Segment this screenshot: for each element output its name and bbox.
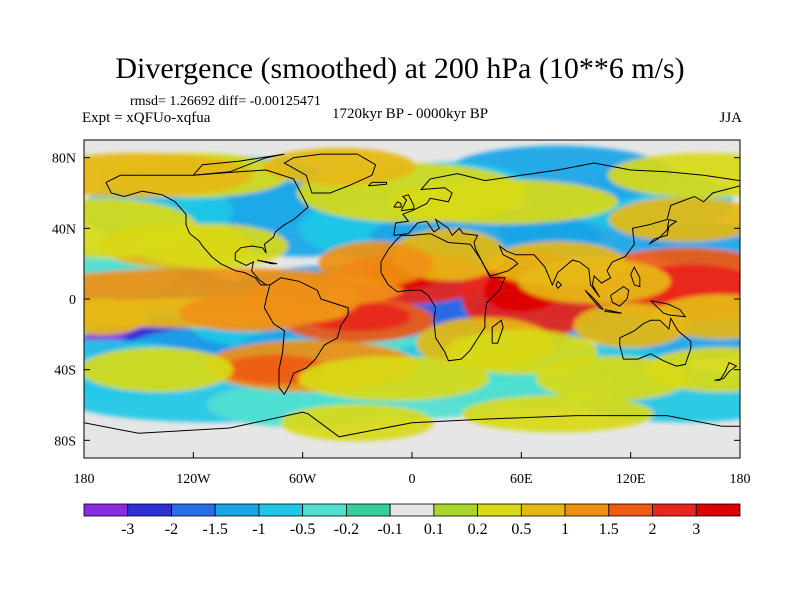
field-patch: [608, 197, 740, 242]
colorbar-label: -0.5: [290, 521, 315, 538]
x-tick-label: 120E: [616, 472, 646, 487]
colorbar-swatch: [695, 503, 741, 517]
coastline: [393, 162, 740, 298]
colorbar-label: 1.5: [599, 521, 619, 538]
coastline: [584, 289, 604, 311]
x-tick-label: 120W: [176, 472, 211, 487]
colorbar-label: -1: [252, 521, 265, 538]
field-patch: [84, 298, 149, 336]
colorbar-swatch: [345, 503, 391, 517]
field-patch: [318, 241, 433, 286]
field-patch: [135, 223, 289, 269]
field-patch: [488, 241, 627, 286]
coastline: [283, 153, 377, 194]
colorbar: -3 -2 -1.5 -1 -0.5 -0.2 -0.1 0.1 0.2 0.5 1 1.5 2 3: [83, 503, 741, 538]
field-patch: [652, 294, 740, 339]
colorbar-label: -1.5: [203, 521, 228, 538]
colorbar-swatch: [389, 503, 435, 517]
coastline: [604, 309, 622, 314]
field-patch: [298, 356, 490, 401]
field-patch: [462, 395, 654, 433]
colorbar-label: 2: [649, 521, 657, 538]
coastline: [367, 181, 387, 187]
field-patch: [280, 404, 434, 442]
colorbar-swatch: [608, 503, 653, 517]
coastline: [192, 153, 285, 176]
y-tick-label: 40S: [54, 364, 76, 379]
coastlines: [84, 153, 740, 438]
field-patch: [84, 347, 234, 392]
colorbar-label: 3: [692, 521, 700, 538]
colorbar-label: 1: [561, 521, 569, 538]
field-patch: [245, 276, 361, 322]
y-tick-label: 40N: [52, 222, 76, 237]
x-tick-label: 180: [74, 472, 95, 487]
colorbar-label: 0.1: [424, 521, 444, 538]
colorbar-swatch: [83, 503, 129, 517]
coastline: [393, 201, 402, 208]
y-tick-label: 80N: [52, 152, 76, 167]
x-tick-label: 60E: [510, 472, 533, 487]
coastline: [84, 411, 740, 438]
coastline: [380, 233, 506, 362]
coastline: [714, 361, 738, 381]
coastline: [400, 194, 415, 212]
y-axis: 80S 40S 0 40N 80N: [52, 152, 740, 449]
season-label: JJA: [719, 110, 742, 126]
colorbar-label: -0.2: [334, 521, 359, 538]
x-tick-label: 60W: [289, 472, 317, 487]
colorbar-swatch: [127, 503, 172, 517]
colorbar-label: 0.5: [511, 521, 531, 538]
field-patch: [444, 329, 598, 375]
field-patch: [645, 347, 740, 392]
colorbar-swatch: [433, 503, 478, 517]
x-tick-label: 0: [409, 472, 416, 487]
experiment-label: Expt = xQFUo-xqfua: [82, 110, 211, 126]
period-label: 1720kyr BP - 0000kyr BP: [331, 106, 489, 122]
field-patch: [388, 179, 618, 225]
coastline: [630, 266, 641, 288]
colorbar-swatch: [214, 503, 260, 517]
coastline: [555, 280, 563, 289]
colorbar-swatch: [520, 503, 566, 517]
coastline: [619, 316, 692, 367]
coastline: [610, 285, 630, 307]
x-axis: 180 120W 60W 0 60E 120E 180: [74, 452, 751, 487]
y-tick-label: 80S: [54, 434, 76, 449]
stats-text: rmsd= 1.26692 diff= -0.00125471: [130, 94, 321, 109]
field-patch: [262, 148, 416, 185]
colorbar-swatch: [302, 503, 347, 517]
colorbar-label: 0.2: [468, 521, 488, 538]
coastline: [105, 169, 309, 286]
colorbar-label: -0.1: [377, 521, 402, 538]
coastline: [648, 218, 678, 245]
coastline: [263, 277, 349, 396]
colorbar-label: -3: [121, 521, 134, 538]
colorbar-swatch: [171, 503, 216, 517]
colorbar-swatch: [564, 503, 610, 517]
map-panel: [83, 139, 741, 459]
colorbar-swatch: [652, 503, 697, 517]
divergence-field: [84, 145, 740, 442]
coastline: [256, 259, 278, 265]
coastline: [491, 319, 504, 344]
y-tick-label: 0: [69, 293, 76, 308]
colorbar-swatch: [258, 503, 304, 517]
colorbar-swatch: [477, 503, 522, 517]
chart-title: Divergence (smoothed) at 200 hPa (10**6 …: [115, 52, 685, 85]
coastline: [650, 300, 687, 318]
colorbar-label: -2: [165, 521, 178, 538]
field-patch: [607, 153, 740, 198]
x-tick-label: 180: [730, 472, 751, 487]
